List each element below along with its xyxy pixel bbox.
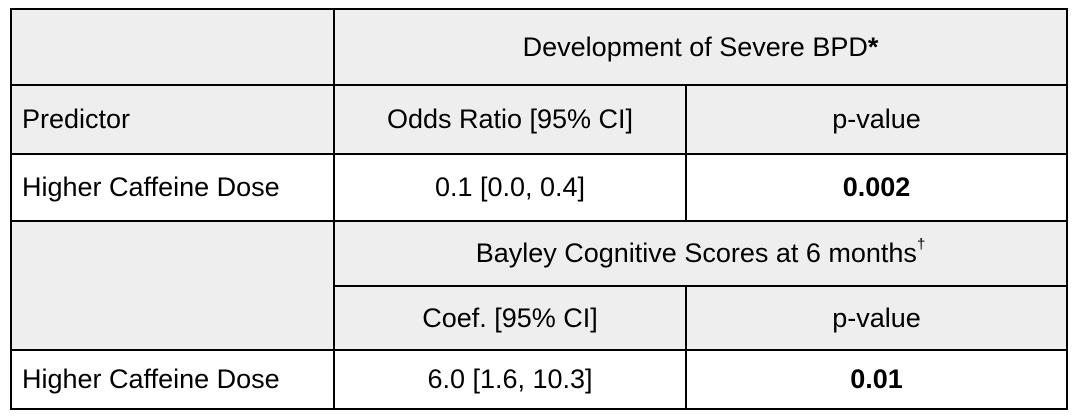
section-title-bpd: Development of Severe BPD*: [332, 8, 1069, 86]
empty-shaded-cell: [10, 220, 335, 351]
empty-corner-cell: [10, 8, 335, 86]
coef-header: Coef. [95% CI]: [333, 285, 687, 351]
results-table: Development of Severe BPD* Predictor Odd…: [10, 8, 1069, 410]
table-row: Coef. [95% CI] p-value: [11, 285, 1069, 351]
predictor-cell: Higher Caffeine Dose: [10, 349, 335, 410]
table-row: Predictor Odds Ratio [95% CI] p-value: [10, 84, 1069, 155]
section-title-bayley-mark: †: [916, 236, 926, 253]
odds-ratio-cell: 0.1 [0.0, 0.4]: [333, 153, 687, 222]
p-value-header: p-value: [684, 84, 1069, 155]
p-value-cell: 0.01: [684, 349, 1069, 410]
section-title-bpd-mark: *: [867, 31, 879, 62]
section-title-bpd-text: Development of Severe BPD: [522, 31, 868, 62]
table-row: Higher Caffeine Dose 6.0 [1.6, 10.3] 0.0…: [10, 349, 1069, 410]
coef-cell: 6.0 [1.6, 10.3]: [333, 349, 687, 410]
p-value-cell: 0.002: [684, 153, 1069, 222]
section-title-bayley-text: Bayley Cognitive Scores at 6 months: [475, 238, 917, 268]
predictor-header: Predictor: [10, 84, 335, 155]
table-row: Higher Caffeine Dose 0.1 [0.0, 0.4] 0.00…: [10, 153, 1069, 222]
table-row: Bayley Cognitive Scores at 6 months†: [10, 220, 1069, 351]
p-value-header: p-value: [684, 285, 1069, 351]
section-title-bayley: Bayley Cognitive Scores at 6 months†: [332, 220, 1069, 287]
odds-ratio-header: Odds Ratio [95% CI]: [333, 84, 687, 155]
table-row: Development of Severe BPD*: [10, 8, 1069, 86]
predictor-cell: Higher Caffeine Dose: [10, 153, 335, 222]
